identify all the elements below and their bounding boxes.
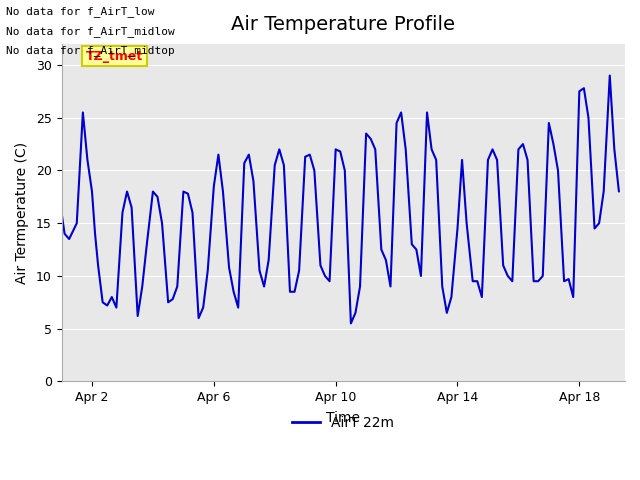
X-axis label: Time: Time	[326, 411, 360, 425]
Legend: AirT 22m: AirT 22m	[287, 410, 400, 435]
Text: No data for f_AirT_low: No data for f_AirT_low	[6, 6, 155, 17]
Text: TZ_tmet: TZ_tmet	[86, 50, 143, 63]
Text: No data for f_AirT_midlow: No data for f_AirT_midlow	[6, 25, 175, 36]
Text: No data for f_AirT_midtop: No data for f_AirT_midtop	[6, 45, 175, 56]
Y-axis label: Air Termperature (C): Air Termperature (C)	[15, 142, 29, 284]
Title: Air Temperature Profile: Air Temperature Profile	[231, 15, 455, 34]
